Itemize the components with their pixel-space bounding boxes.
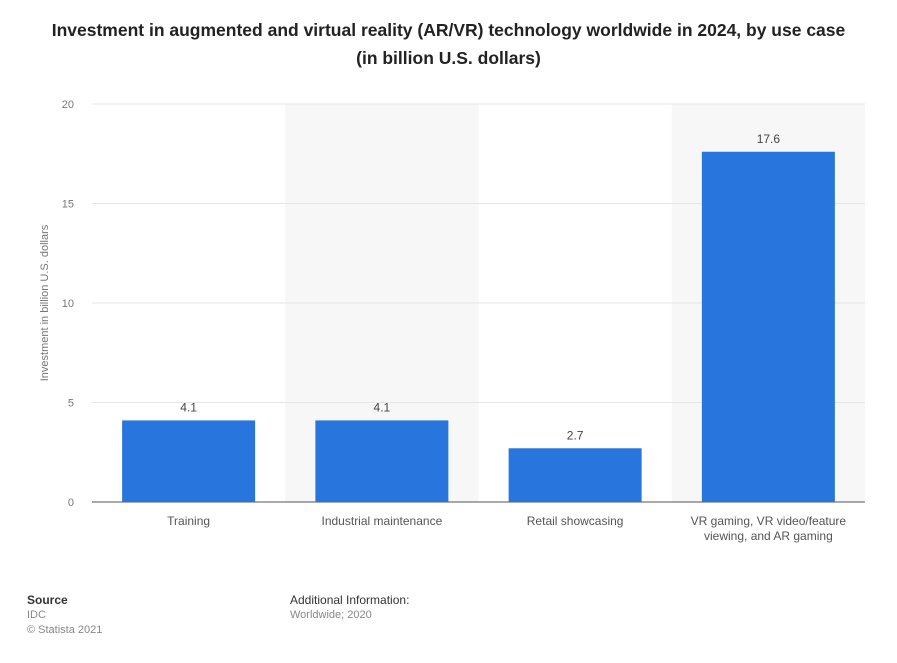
additional-info-label: Additional Information:	[290, 593, 410, 607]
bar[interactable]	[122, 420, 256, 502]
chart-title: Investment in augmented and virtual real…	[51, 20, 846, 68]
source-label: Source	[27, 593, 68, 607]
x-tick-label: VR gaming, VR video/feature	[691, 514, 847, 528]
data-label: 17.6	[757, 132, 781, 146]
y-tick-label: 0	[68, 497, 74, 509]
y-tick-label: 10	[62, 298, 74, 310]
additional-info-value: Worldwide; 2020	[290, 609, 372, 621]
data-label: 4.1	[374, 400, 391, 414]
y-tick-label: 20	[62, 99, 74, 111]
bars	[122, 151, 835, 502]
bar[interactable]	[315, 420, 449, 502]
bar[interactable]	[701, 151, 835, 502]
copyright: © Statista 2021	[27, 624, 103, 636]
value-labels: 4.1 4.1 2.7 17.6	[180, 132, 780, 443]
y-axis-ticks: 0 5 10 15 20	[62, 99, 74, 509]
bar[interactable]	[508, 448, 642, 502]
x-tick-label: Training	[167, 514, 210, 528]
y-tick-label: 15	[62, 199, 74, 211]
x-tick-label: Retail showcasing	[527, 514, 624, 528]
data-label: 2.7	[567, 428, 584, 442]
y-tick-label: 5	[68, 398, 74, 410]
x-axis-labels: Training Industrial maintenance Retail sho…	[167, 514, 846, 543]
source-value[interactable]: IDC	[27, 609, 46, 621]
y-axis-label: Investment in billion U.S. dollars	[39, 224, 51, 381]
data-label: 4.1	[180, 400, 197, 414]
x-tick-label: viewing, and AR gaming	[704, 529, 833, 543]
x-tick-label: Industrial maintenance	[322, 514, 443, 528]
